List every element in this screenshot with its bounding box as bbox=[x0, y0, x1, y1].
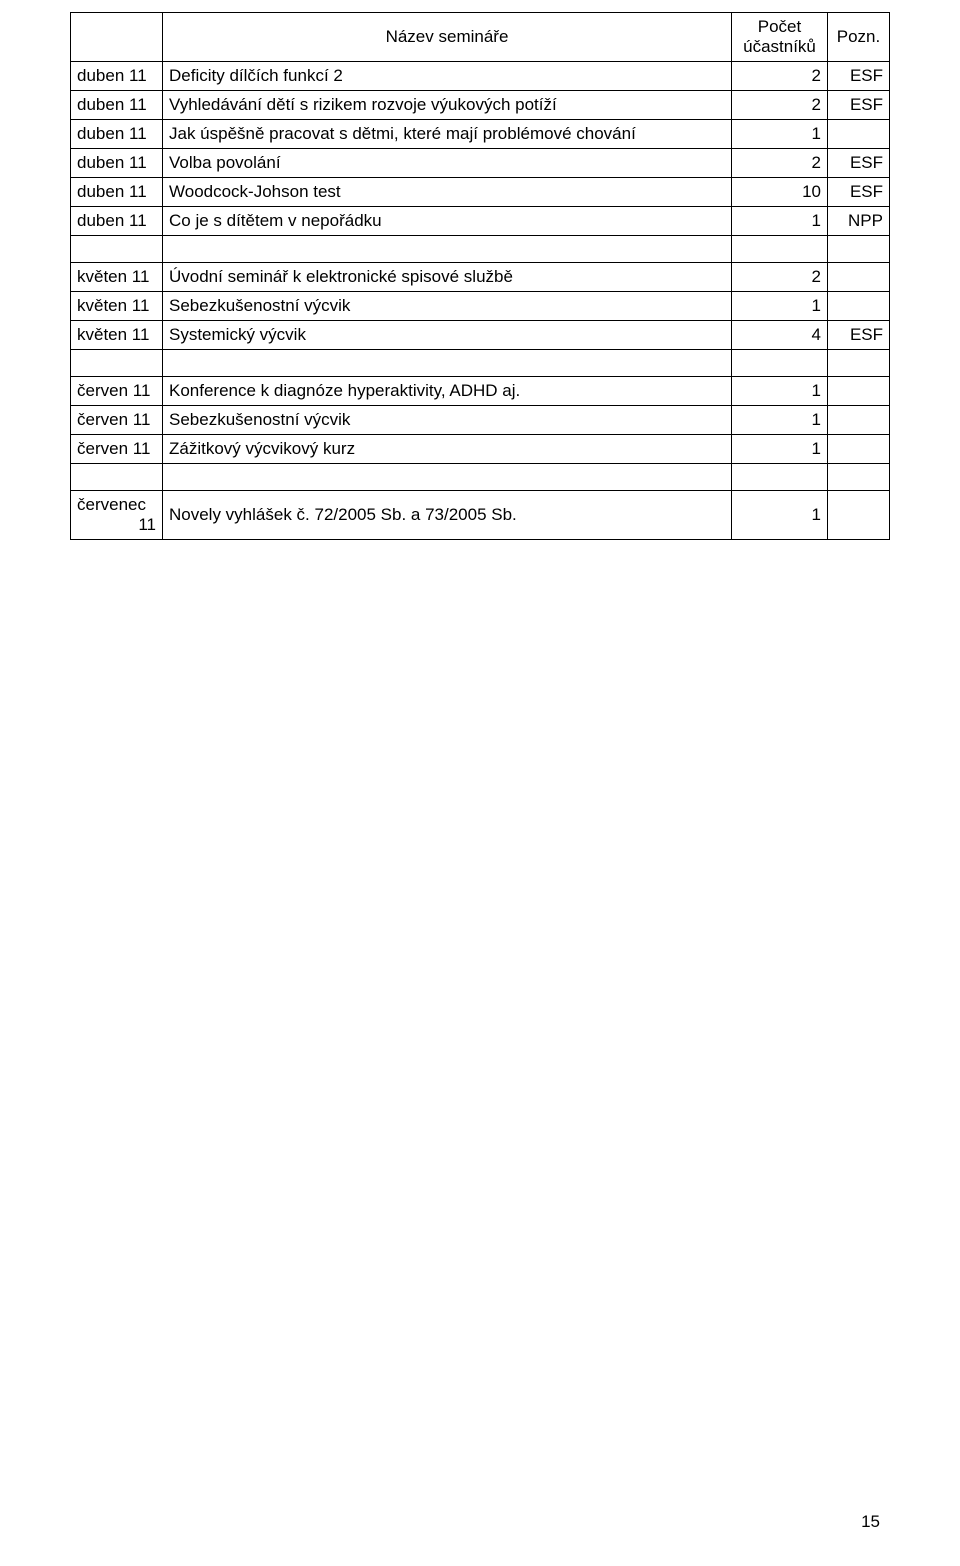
seminar-table: Název semináře Počet účastníků Pozn. dub… bbox=[70, 12, 890, 540]
cell-note: ESF bbox=[828, 321, 890, 350]
cell-title: Volba povolání bbox=[163, 149, 732, 178]
cell-note bbox=[828, 377, 890, 406]
spacer-cell bbox=[828, 236, 890, 263]
table-row: květen 11Systemický výcvik4ESF bbox=[71, 321, 890, 350]
cell-date: červen 11 bbox=[71, 406, 163, 435]
cell-count: 2 bbox=[732, 91, 828, 120]
spacer-cell bbox=[732, 236, 828, 263]
cell-note bbox=[828, 120, 890, 149]
spacer-cell bbox=[732, 464, 828, 491]
cell-date: duben 11 bbox=[71, 62, 163, 91]
table-row: duben 11Deficity dílčích funkcí 22ESF bbox=[71, 62, 890, 91]
header-count-line1: Počet bbox=[758, 17, 801, 36]
spacer-cell bbox=[71, 236, 163, 263]
table-row: duben 11Volba povolání2ESF bbox=[71, 149, 890, 178]
cell-note: NPP bbox=[828, 207, 890, 236]
table-row bbox=[71, 464, 890, 491]
cell-title: Jak úspěšně pracovat s dětmi, které mají… bbox=[163, 120, 732, 149]
table-row: květen 11Sebezkušenostní výcvik1 bbox=[71, 292, 890, 321]
header-title: Název semináře bbox=[163, 13, 732, 62]
table-header-row: Název semináře Počet účastníků Pozn. bbox=[71, 13, 890, 62]
cell-count: 2 bbox=[732, 149, 828, 178]
cell-note bbox=[828, 406, 890, 435]
cell-count: 2 bbox=[732, 62, 828, 91]
spacer-cell bbox=[732, 350, 828, 377]
cell-date: duben 11 bbox=[71, 120, 163, 149]
cell-title: Sebezkušenostní výcvik bbox=[163, 292, 732, 321]
cell-date: květen 11 bbox=[71, 292, 163, 321]
cell-date: květen 11 bbox=[71, 321, 163, 350]
cell-title: Úvodní seminář k elektronické spisové sl… bbox=[163, 263, 732, 292]
cell-count: 4 bbox=[732, 321, 828, 350]
cell-date: červen 11 bbox=[71, 435, 163, 464]
cell-note: ESF bbox=[828, 91, 890, 120]
table-row bbox=[71, 350, 890, 377]
cell-title: Sebezkušenostní výcvik bbox=[163, 406, 732, 435]
cell-title: Systemický výcvik bbox=[163, 321, 732, 350]
cell-date: červen 11 bbox=[71, 377, 163, 406]
cell-title: Novely vyhlášek č. 72/2005 Sb. a 73/2005… bbox=[163, 491, 732, 540]
header-note-text: Pozn. bbox=[837, 27, 880, 46]
cell-note bbox=[828, 435, 890, 464]
cell-note bbox=[828, 491, 890, 540]
table-row: červen 11Konference k diagnóze hyperakti… bbox=[71, 377, 890, 406]
cell-title: Zážitkový výcvikový kurz bbox=[163, 435, 732, 464]
cell-count: 1 bbox=[732, 292, 828, 321]
cell-count: 1 bbox=[732, 435, 828, 464]
cell-title: Woodcock-Johson test bbox=[163, 178, 732, 207]
cell-note: ESF bbox=[828, 178, 890, 207]
cell-note bbox=[828, 263, 890, 292]
header-count-line2: účastníků bbox=[743, 37, 816, 56]
header-count: Počet účastníků bbox=[732, 13, 828, 62]
table-row: duben 11Jak úspěšně pracovat s dětmi, kt… bbox=[71, 120, 890, 149]
cell-note: ESF bbox=[828, 62, 890, 91]
cell-title: Deficity dílčích funkcí 2 bbox=[163, 62, 732, 91]
cell-date: duben 11 bbox=[71, 207, 163, 236]
table-row: červen 11Sebezkušenostní výcvik1 bbox=[71, 406, 890, 435]
cell-date: duben 11 bbox=[71, 91, 163, 120]
table-row: červen 11Zážitkový výcvikový kurz1 bbox=[71, 435, 890, 464]
header-title-text: Název semináře bbox=[386, 27, 509, 46]
page-number: 15 bbox=[861, 1512, 880, 1532]
table-row: květen 11Úvodní seminář k elektronické s… bbox=[71, 263, 890, 292]
table-row: duben 11Co je s dítětem v nepořádku1NPP bbox=[71, 207, 890, 236]
cell-count: 1 bbox=[732, 120, 828, 149]
spacer-cell bbox=[163, 350, 732, 377]
cell-title: Co je s dítětem v nepořádku bbox=[163, 207, 732, 236]
cell-count: 1 bbox=[732, 491, 828, 540]
table-row: červenec11Novely vyhlášek č. 72/2005 Sb.… bbox=[71, 491, 890, 540]
table-row: duben 11Woodcock-Johson test10ESF bbox=[71, 178, 890, 207]
cell-title: Konference k diagnóze hyperaktivity, ADH… bbox=[163, 377, 732, 406]
spacer-cell bbox=[163, 236, 732, 263]
table-body: duben 11Deficity dílčích funkcí 22ESFdub… bbox=[71, 62, 890, 540]
cell-count: 10 bbox=[732, 178, 828, 207]
spacer-cell bbox=[828, 464, 890, 491]
table-row: duben 11Vyhledávání dětí s rizikem rozvo… bbox=[71, 91, 890, 120]
header-note: Pozn. bbox=[828, 13, 890, 62]
cell-title: Vyhledávání dětí s rizikem rozvoje výuko… bbox=[163, 91, 732, 120]
spacer-cell bbox=[71, 350, 163, 377]
cell-date: duben 11 bbox=[71, 149, 163, 178]
cell-date: červenec11 bbox=[71, 491, 163, 540]
cell-date: květen 11 bbox=[71, 263, 163, 292]
cell-date: duben 11 bbox=[71, 178, 163, 207]
page: Název semináře Počet účastníků Pozn. dub… bbox=[0, 0, 960, 1566]
table-row bbox=[71, 236, 890, 263]
header-date bbox=[71, 13, 163, 62]
cell-count: 2 bbox=[732, 263, 828, 292]
cell-note bbox=[828, 292, 890, 321]
cell-note: ESF bbox=[828, 149, 890, 178]
cell-count: 1 bbox=[732, 207, 828, 236]
cell-count: 1 bbox=[732, 377, 828, 406]
spacer-cell bbox=[71, 464, 163, 491]
spacer-cell bbox=[163, 464, 732, 491]
spacer-cell bbox=[828, 350, 890, 377]
cell-count: 1 bbox=[732, 406, 828, 435]
